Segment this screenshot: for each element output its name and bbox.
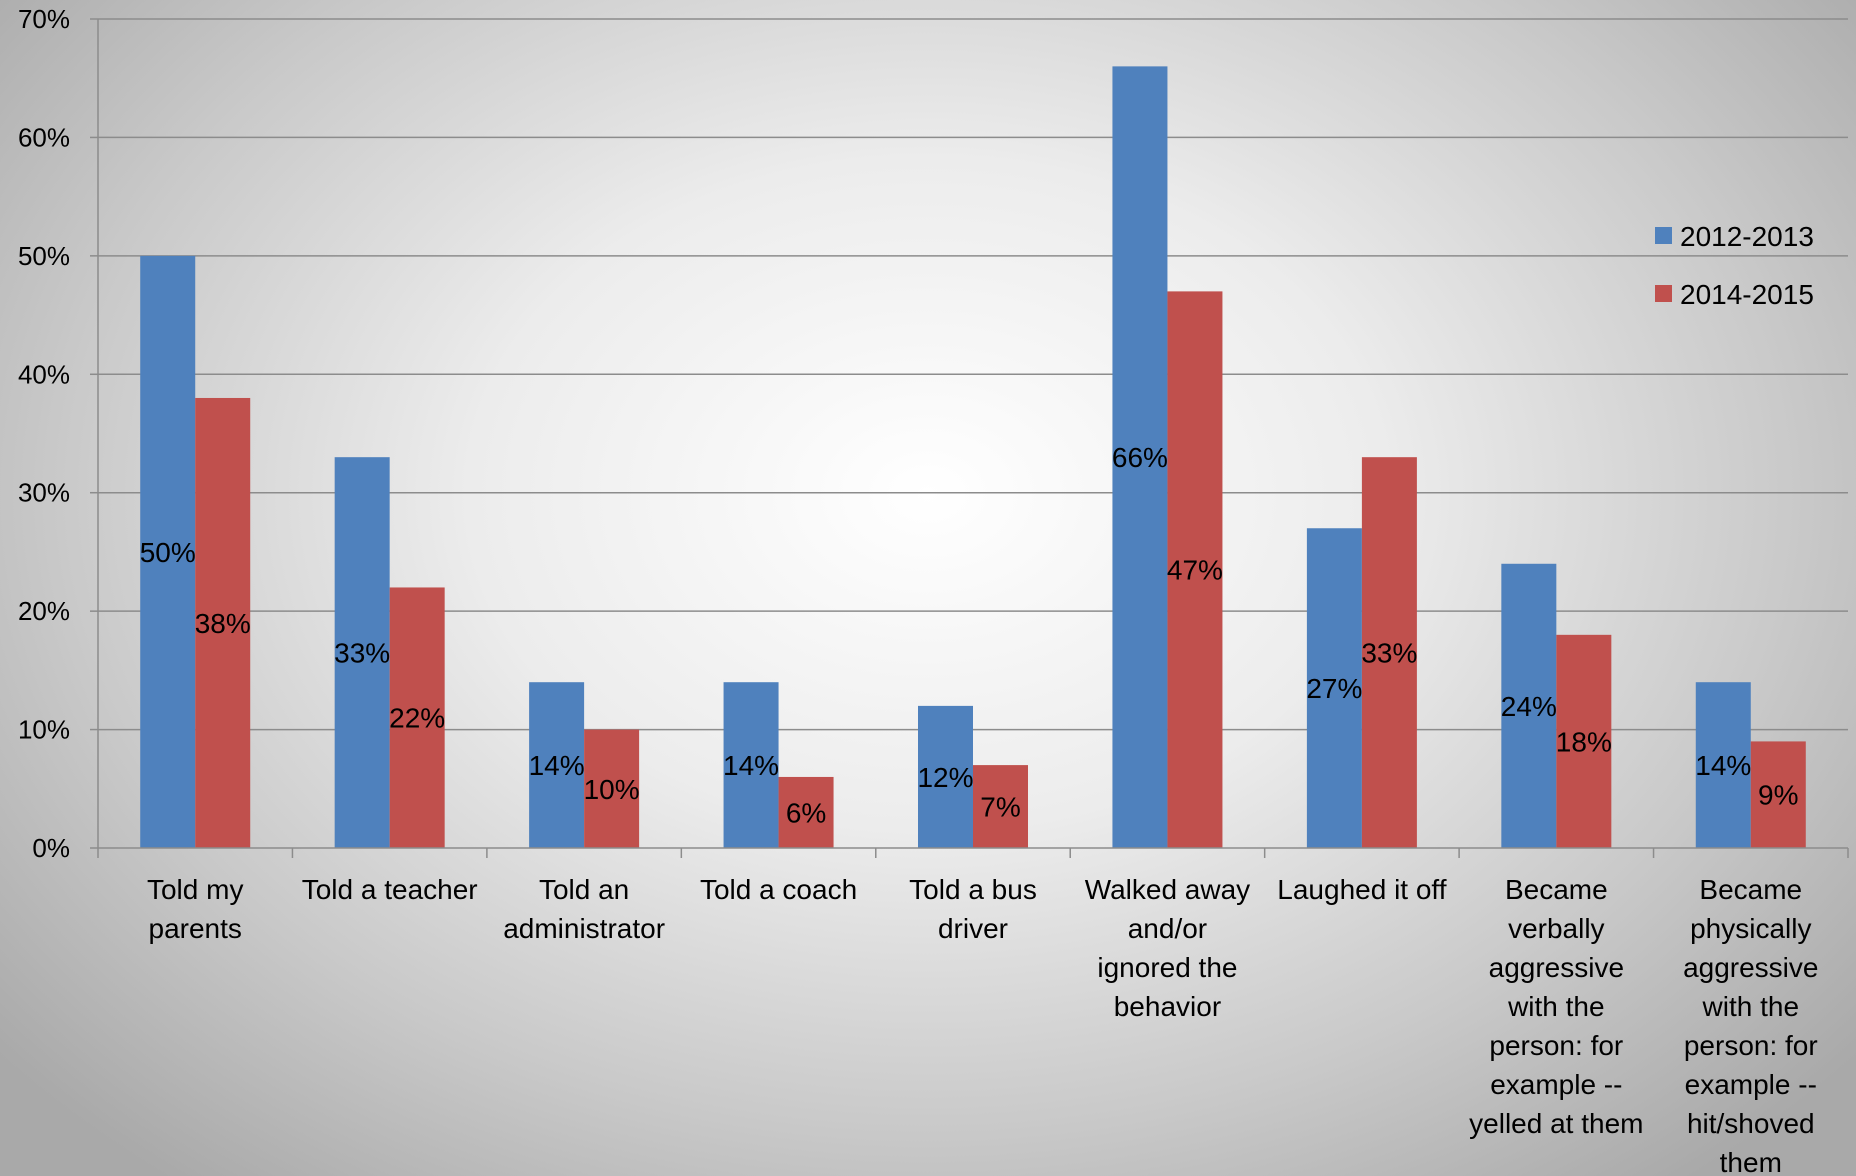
bar-2012-2013-8 (1695, 682, 1751, 848)
data-label: 24% (1501, 691, 1557, 722)
category-label: Told a coach (700, 874, 857, 905)
category-label: Told a teacher (302, 874, 478, 905)
y-tick-label: 70% (18, 4, 70, 34)
legend-label: 2012-2013 (1680, 221, 1814, 252)
bar-2014-2015-8 (1750, 741, 1806, 848)
y-tick-label: 40% (18, 359, 70, 389)
data-label: 14% (1695, 750, 1751, 781)
data-label: 14% (723, 750, 779, 781)
bar-2012-2013-6 (1306, 528, 1362, 848)
data-label: 12% (917, 762, 973, 793)
bar-2014-2015-2 (584, 729, 640, 848)
data-label: 50% (140, 537, 196, 568)
data-label: 33% (334, 638, 390, 669)
data-label: 22% (389, 703, 445, 734)
category-label: Became physically aggressive with the person… (1683, 874, 1818, 1176)
bar-2012-2013-5 (1112, 66, 1168, 848)
bar-2014-2015-4 (973, 765, 1028, 848)
bar-2012-2013-2 (529, 682, 585, 848)
y-tick-label: 50% (18, 241, 70, 271)
bar-2014-2015-5 (1167, 291, 1223, 848)
bar-2012-2013-3 (723, 682, 779, 848)
legend: 2012-2013 2014-2015 (1655, 221, 1814, 310)
category-label: Walked away and/or ignored the behavior (1085, 874, 1250, 1022)
data-label: 14% (529, 750, 585, 781)
y-axis: 0% 10% 20% 30% 40% 50% 60% 70% (18, 4, 99, 863)
bar-2012-2013-7 (1501, 563, 1557, 848)
data-label: 10% (584, 774, 640, 805)
data-label: 33% (1361, 638, 1417, 669)
data-labels: 50% 33% 14% 14% 12% 66% 27% 24% 14% 38% 22% 10% 6% 7%… (140, 442, 1799, 828)
legend-swatch (1655, 285, 1672, 302)
data-label: 18% (1556, 726, 1612, 757)
data-label: 9% (1758, 780, 1798, 811)
category-label: Told an administrator (503, 874, 665, 944)
bar-2014-2015-1 (389, 587, 445, 848)
category-label: Became verbally aggressive with the person: … (1469, 874, 1643, 1139)
data-label: 27% (1306, 673, 1362, 704)
data-label: 66% (1112, 442, 1168, 473)
data-label: 38% (195, 608, 251, 639)
bar-2012-2013-0 (140, 255, 196, 848)
category-label: Told a bus driver (909, 874, 1037, 944)
bar-2014-2015-3 (778, 776, 834, 848)
category-label: Laughed it off (1277, 874, 1446, 905)
x-axis: Told my parents Told a teacher Told an admin… (97, 847, 1849, 1176)
y-tick-label: 0% (32, 833, 70, 863)
y-tick-label: 30% (18, 478, 70, 508)
y-tick-label: 20% (18, 596, 70, 626)
bar-2012-2013-4 (918, 705, 973, 848)
legend-label: 2014-2015 (1680, 279, 1814, 310)
bars (140, 66, 1806, 848)
legend-swatch (1655, 227, 1672, 244)
bar-2014-2015-0 (195, 397, 251, 848)
bar-2012-2013-1 (334, 457, 390, 848)
y-tick-label: 10% (18, 715, 70, 745)
bar-2014-2015-6 (1361, 457, 1417, 848)
data-label: 7% (980, 792, 1020, 823)
data-label: 47% (1167, 555, 1223, 586)
y-tick-label: 60% (18, 122, 70, 152)
category-label: Told my parents (147, 874, 243, 944)
data-label: 6% (786, 797, 826, 828)
bar-2014-2015-7 (1556, 634, 1612, 848)
